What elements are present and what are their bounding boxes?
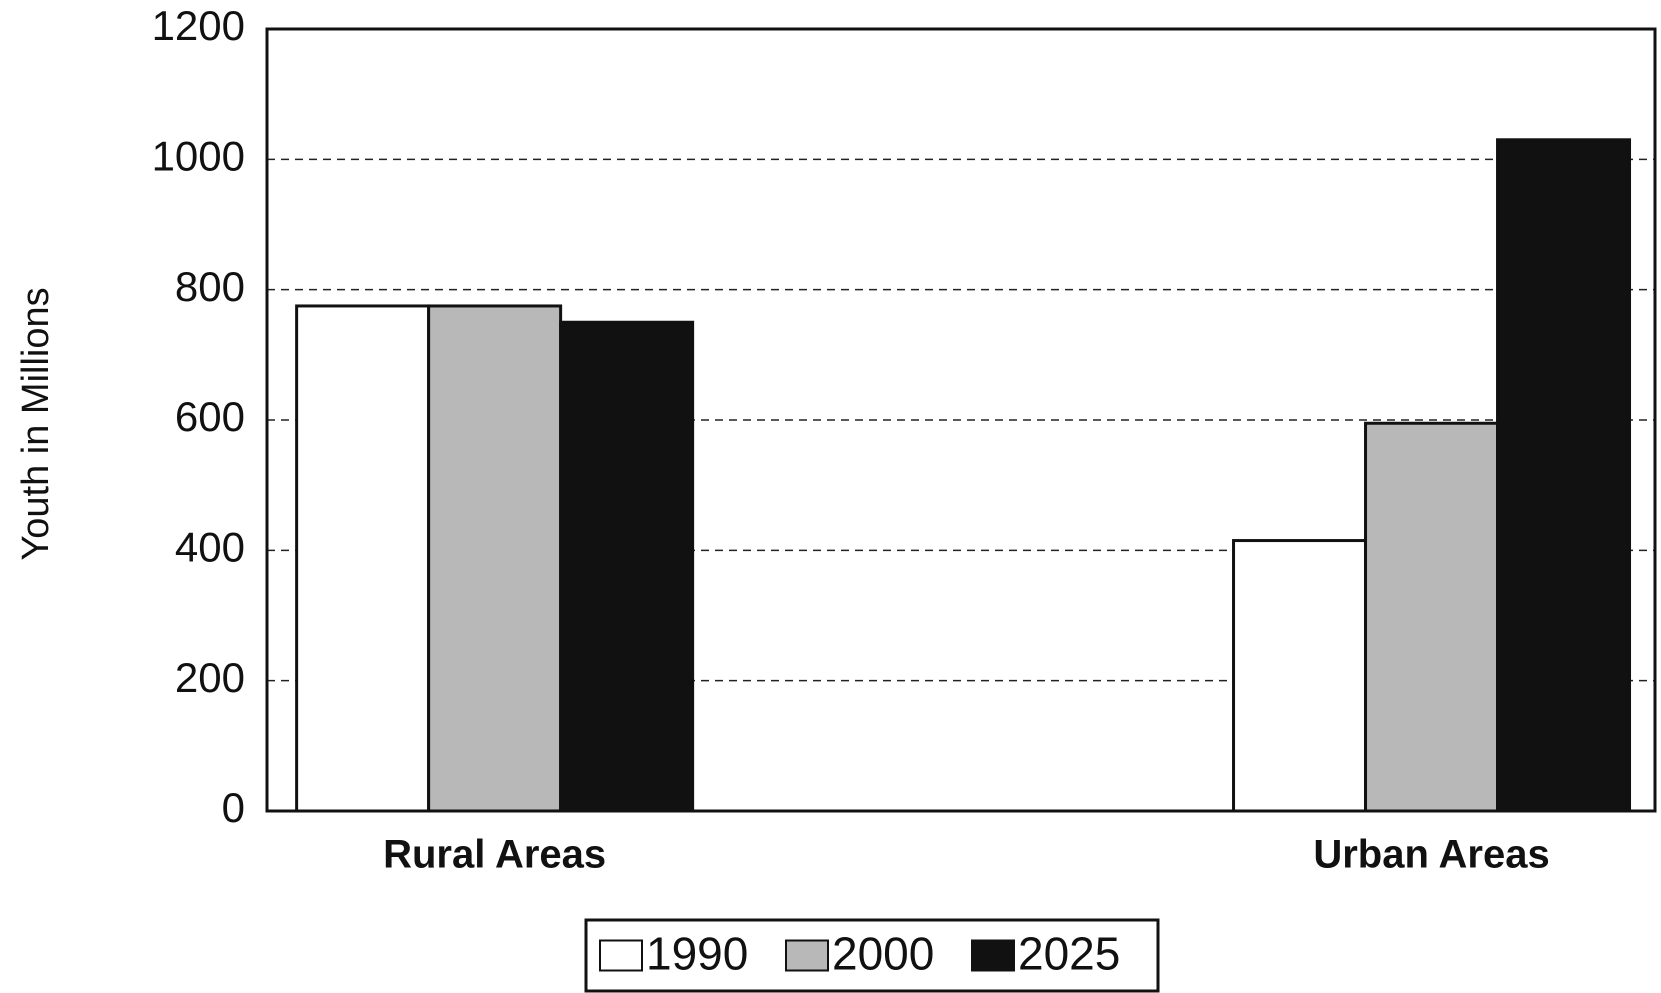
- legend-swatch: [599, 939, 643, 972]
- legend-swatch: [971, 939, 1015, 972]
- x-tick-label: Rural Areas: [383, 833, 606, 877]
- y-tick-label: 800: [175, 263, 245, 310]
- legend-label: 1990: [646, 928, 748, 980]
- legend-swatch: [785, 939, 829, 972]
- y-axis-label: Youth in Millions: [15, 287, 57, 560]
- y-tick-label: 1000: [152, 132, 245, 179]
- plot-frame: [265, 27, 1657, 813]
- bar: [427, 304, 563, 813]
- y-tick-label: 600: [175, 393, 245, 440]
- y-tick-label: 1200: [152, 2, 245, 49]
- bar: [1232, 539, 1368, 813]
- y-tick-label: 0: [222, 784, 245, 831]
- legend-label: 2000: [832, 928, 934, 980]
- bar: [559, 320, 695, 813]
- bar: [1496, 138, 1632, 813]
- x-tick-label: Urban Areas: [1313, 833, 1549, 877]
- y-tick-label: 200: [175, 654, 245, 701]
- bar: [295, 304, 431, 813]
- y-tick-label: 400: [175, 523, 245, 570]
- legend-label: 2025: [1018, 928, 1120, 980]
- legend-box: [584, 918, 1160, 993]
- bar: [1364, 421, 1500, 813]
